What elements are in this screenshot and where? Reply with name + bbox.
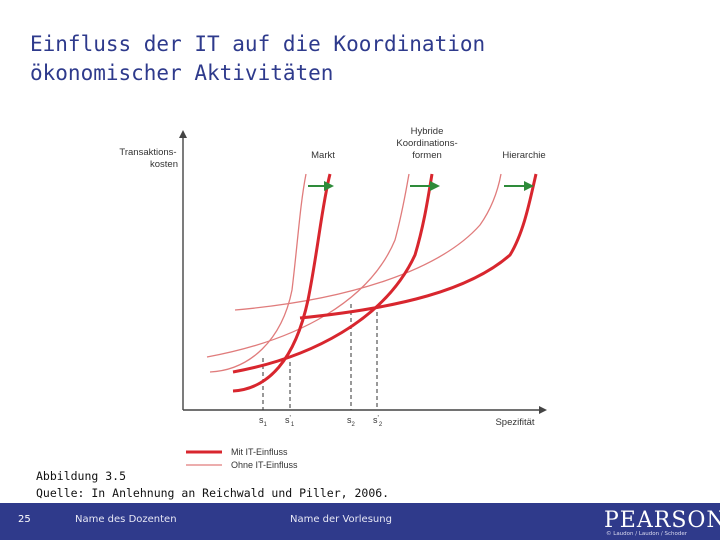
x-marker-s1-prime: s'1 bbox=[285, 415, 295, 428]
curve-label-hybrid-line-3: formen bbox=[412, 150, 442, 161]
slide-title-line-2: ökonomischer Aktivitäten bbox=[30, 61, 334, 85]
y-axis-label-line-2: kosten bbox=[150, 159, 178, 170]
y-axis-label-line-1: Transaktions- bbox=[119, 147, 176, 158]
legend-label-with-it: Mit IT-Einfluss bbox=[231, 447, 288, 457]
pearson-logo: PEARSON bbox=[604, 508, 720, 533]
transaction-cost-diagram: Transaktions- kosten Markt Hybride Koord… bbox=[119, 126, 547, 470]
curve-label-hybrid-line-2: Koordinations- bbox=[396, 138, 457, 149]
curve-hierarchie-without-it bbox=[234, 173, 502, 311]
x-marker-s1: s1 bbox=[259, 415, 268, 428]
x-marker-s2-prime: s'2 bbox=[373, 415, 383, 428]
slide-title-line-1: Einfluss der IT auf die Koordination bbox=[30, 32, 486, 56]
x-axis-label: Spezifität bbox=[495, 417, 534, 428]
curve-label-markt: Markt bbox=[311, 150, 335, 161]
curve-label-hierarchie: Hierarchie bbox=[502, 150, 545, 161]
copyright-notice: © Laudon / Laudon / Schoder bbox=[606, 531, 687, 537]
figure-caption: Abbildung 3.5 Quelle: In Anlehnung an Re… bbox=[36, 468, 389, 502]
curve-label-hybrid-line-1: Hybride bbox=[411, 126, 444, 137]
legend: Mit IT-Einfluss Ohne IT-Einfluss bbox=[186, 447, 298, 470]
page-number: 25 bbox=[18, 514, 31, 525]
curve-hybrid-without-it bbox=[206, 173, 410, 358]
caption-source: Quelle: In Anlehnung an Reichwald und Pi… bbox=[36, 486, 390, 500]
legend-label-without-it: Ohne IT-Einfluss bbox=[231, 460, 298, 470]
presenter-name: Name des Dozenten bbox=[75, 514, 177, 525]
footer-bar: 25 Name des Dozenten Name der Vorlesung … bbox=[0, 503, 720, 540]
caption-figure-number: Abbildung 3.5 bbox=[36, 469, 127, 483]
curve-hybrid-with-it bbox=[232, 173, 434, 374]
curve-hierarchie-with-it bbox=[299, 173, 538, 320]
curve-markt-without-it bbox=[209, 173, 307, 373]
x-marker-s2: s2 bbox=[347, 415, 356, 428]
course-name: Name der Vorlesung bbox=[290, 514, 392, 525]
curve-markt-with-it bbox=[232, 173, 332, 393]
slide-title: Einfluss der IT auf die Koordination öko… bbox=[30, 30, 650, 88]
